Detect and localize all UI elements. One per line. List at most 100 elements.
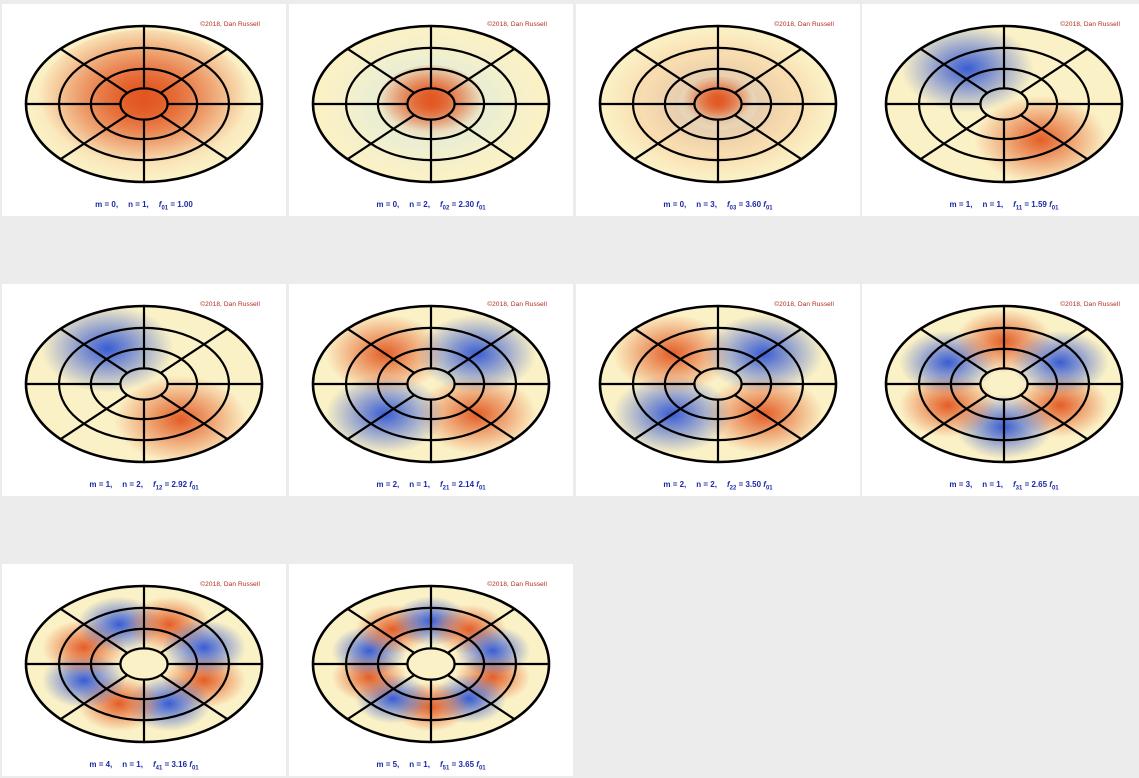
frequency-value: = 1.00 xyxy=(170,200,193,210)
n-index: n = 2, xyxy=(696,480,717,490)
angular-grid-spoke xyxy=(59,327,128,374)
membrane-mode-plot xyxy=(311,584,551,744)
reference-frequency-symbol: f xyxy=(476,200,479,210)
copyright-label: ©2018, Dan Russell xyxy=(774,301,834,308)
membrane-rim xyxy=(598,24,838,184)
frequency-subscript: 03 xyxy=(729,206,737,212)
angular-grid-spoke xyxy=(160,327,229,374)
frequency-subscript: 01 xyxy=(161,206,169,212)
reference-frequency-symbol: f xyxy=(1049,200,1052,210)
angular-grid-spoke xyxy=(447,607,516,654)
membrane-mode-plot xyxy=(311,304,551,464)
n-index: n = 1, xyxy=(982,200,1004,210)
membrane-mode-plot xyxy=(884,304,1124,464)
angular-grid-spoke xyxy=(160,394,229,441)
reference-frequency-symbol: f xyxy=(763,200,766,210)
angular-grid-spoke xyxy=(447,327,516,374)
antinode-lobe xyxy=(1011,330,1109,395)
m-index: m = 2, xyxy=(663,480,687,490)
angular-grid-spoke xyxy=(633,327,702,374)
mode-tile-22: ©2018, Dan Russell m = 2, n = 2, f22 = 3.5… xyxy=(576,284,860,496)
membrane-rim xyxy=(24,584,264,744)
reference-frequency-subscript: 01 xyxy=(478,766,486,772)
frequency-subscript: 31 xyxy=(1015,486,1023,492)
frequency-subscript: 41 xyxy=(155,766,163,772)
angular-grid-spoke xyxy=(734,47,803,94)
n-index: n = 1, xyxy=(409,760,430,770)
m-index: m = 1, xyxy=(89,480,113,490)
reference-frequency-subscript: 01 xyxy=(478,486,486,492)
frequency-subscript: 11 xyxy=(1015,206,1023,212)
mode-caption: m = 0, n = 3, f03 = 3.60 f01 xyxy=(576,200,860,212)
n-index: n = 2, xyxy=(409,200,430,210)
mode-caption: m = 1, n = 1, f11 = 1.59 f01 xyxy=(862,200,1139,212)
angular-grid-spoke xyxy=(160,47,229,94)
reference-frequency-subscript: 01 xyxy=(191,766,199,772)
copyright-label: ©2018, Dan Russell xyxy=(1060,301,1120,308)
frequency-symbol: f xyxy=(726,480,730,490)
n-index: n = 1, xyxy=(128,200,149,210)
reference-frequency-subscript: 01 xyxy=(765,206,773,212)
angular-grid-spoke xyxy=(59,47,128,94)
membrane-mode-plot xyxy=(24,304,264,464)
m-index: m = 0, xyxy=(376,200,400,210)
angular-grid-spoke xyxy=(447,674,516,721)
angular-grid-spoke xyxy=(734,394,803,441)
membrane-rim xyxy=(884,24,1124,184)
angular-grid-spoke xyxy=(346,114,415,161)
angular-grid-spoke xyxy=(160,607,229,654)
frequency-symbol: f xyxy=(439,760,443,770)
m-index: m = 5, xyxy=(376,760,400,770)
angular-grid-spoke xyxy=(919,394,988,441)
n-index: n = 3, xyxy=(696,200,717,210)
mode-caption: m = 5, n = 1, f51 = 3.65 f01 xyxy=(289,760,573,772)
m-index: m = 0, xyxy=(95,200,119,210)
mode-tile-41: ©2018, Dan Russell m = 4, n = 1, f41 = 3.1… xyxy=(2,564,286,776)
m-index: m = 3, xyxy=(949,480,973,490)
frequency-symbol: f xyxy=(152,760,156,770)
frequency-subscript: 12 xyxy=(155,486,163,492)
frequency-value: = 2.14 xyxy=(451,480,475,490)
mode-caption: m = 0, n = 2, f02 = 2.30 f01 xyxy=(289,200,573,212)
angular-grid-spoke xyxy=(447,47,516,94)
angular-grid-spoke xyxy=(59,114,128,161)
central-antinode xyxy=(682,76,754,124)
frequency-subscript: 51 xyxy=(442,766,450,772)
frequency-value: = 2.30 xyxy=(451,200,475,210)
mode-tile-31: ©2018, Dan Russell m = 3, n = 1, f31 = 2.6… xyxy=(862,284,1139,496)
reference-frequency-symbol: f xyxy=(476,760,479,770)
angular-grid-spoke xyxy=(1020,114,1089,161)
frequency-value: = 2.92 xyxy=(164,480,188,490)
m-index: m = 0, xyxy=(663,200,687,210)
angular-grid-spoke xyxy=(160,114,229,161)
angular-grid-spoke xyxy=(346,47,415,94)
copyright-label: ©2018, Dan Russell xyxy=(487,301,547,308)
reference-frequency-symbol: f xyxy=(189,760,192,770)
frequency-value: = 3.65 xyxy=(451,760,475,770)
frequency-subscript: 22 xyxy=(729,486,737,492)
angular-grid-spoke xyxy=(1020,47,1089,94)
angular-grid-spoke xyxy=(633,114,702,161)
membrane-rim xyxy=(598,304,838,464)
mode-tile-04: ©2018, Dan Russell m = 1, n = 1, f11 = 1.5… xyxy=(862,4,1139,216)
mode-caption: m = 2, n = 1, f21 = 2.14 f01 xyxy=(289,480,573,492)
mode-caption: m = 3, n = 1, f31 = 2.65 f01 xyxy=(862,480,1139,492)
membrane-rim xyxy=(24,24,264,184)
mode-tile-21: ©2018, Dan Russell m = 2, n = 1, f21 = 2.1… xyxy=(289,284,573,496)
angular-grid-spoke xyxy=(1020,394,1089,441)
copyright-label: ©2018, Dan Russell xyxy=(1060,21,1120,28)
copyright-label: ©2018, Dan Russell xyxy=(487,581,547,588)
antinode-lobe xyxy=(114,375,248,462)
frequency-symbol: f xyxy=(439,480,443,490)
frequency-symbol: f xyxy=(1012,480,1016,490)
reference-frequency-subscript: 01 xyxy=(191,486,199,492)
frequency-symbol: f xyxy=(152,480,156,490)
angular-grid-spoke xyxy=(734,327,803,374)
angular-grid-spoke xyxy=(633,394,702,441)
membrane-mode-plot xyxy=(598,24,838,184)
angular-grid-spoke xyxy=(346,674,415,721)
angular-grid-spoke xyxy=(1020,327,1089,374)
angular-grid-spoke xyxy=(633,47,702,94)
reference-frequency-subscript: 01 xyxy=(478,206,486,212)
angular-grid-spoke xyxy=(59,674,128,721)
